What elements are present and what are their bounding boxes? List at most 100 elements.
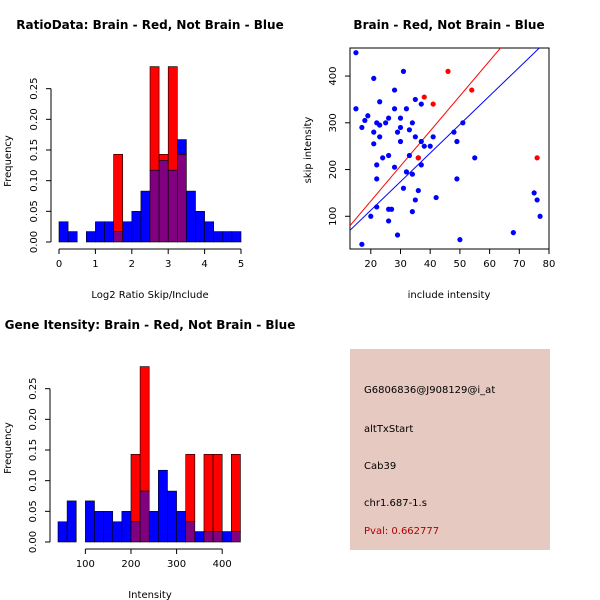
scatter-x-tick-label: 20 — [364, 259, 377, 270]
scatter-point-brain — [445, 68, 451, 74]
ratio-chart-title: RatioData: Brain - Red, Not Brain - Blue — [16, 18, 283, 32]
scatter-point-not-brain — [400, 185, 407, 191]
intensity-bar-overlap — [231, 531, 241, 543]
scatter-point-not-brain — [383, 120, 389, 126]
ratio-bar-overlap — [149, 169, 160, 243]
scatter-point-not-brain — [386, 206, 392, 212]
scatter-point-not-brain — [397, 124, 404, 131]
ratio-x-axis-label: Log2 Ratio Skip/Include — [91, 290, 208, 301]
scatter-point-not-brain — [394, 232, 401, 238]
ratio-x-tick-label: 3 — [165, 259, 171, 270]
scatter-point-not-brain — [409, 171, 415, 177]
scatter-point-not-brain — [510, 230, 516, 236]
intensity-bar-overlap — [212, 531, 223, 543]
scatter-point-not-brain — [380, 155, 386, 161]
ratio-bar-overlap — [113, 231, 123, 243]
scatter-point-brain — [415, 155, 421, 161]
intensity-bar-not-brain — [66, 500, 77, 543]
intensity-bar-not-brain — [158, 469, 168, 543]
ratio-axes: 0 1 2 3 4 5 0.00 0.05 0.10 0.15 0.20 0.25 — [29, 78, 244, 270]
intensity-bar-brain — [203, 453, 214, 532]
scatter-y-tick-label: 200 — [328, 160, 339, 179]
intensity-bar-overlap — [203, 531, 214, 543]
scatter-panel: Brain - Red, Not Brain - Blue include in… — [303, 18, 555, 301]
scatter-point-brain — [534, 155, 540, 161]
scatter-y-tick-label: 400 — [328, 66, 339, 85]
scatter-point-brain — [421, 94, 427, 100]
scatter-point-not-brain — [377, 99, 383, 105]
scatter-point-not-brain — [406, 152, 413, 159]
pval-text: Pval: 0.662777 — [364, 526, 440, 537]
scatter-point-not-brain — [371, 129, 377, 135]
scatter-point-not-brain — [377, 122, 383, 128]
ratio-bar-not-brain — [104, 221, 114, 243]
intensity-bar-brain — [139, 366, 150, 492]
intensity-bar-not-brain — [148, 511, 159, 543]
scatter-point-brain — [430, 101, 436, 107]
scatter-point-not-brain — [403, 169, 410, 175]
ratio-bar-brain — [167, 66, 178, 171]
scatter-point-not-brain — [386, 152, 392, 159]
scatter-points — [353, 50, 543, 247]
intensity-x-tick-label: 200 — [121, 559, 140, 570]
intensity-bar-not-brain — [103, 511, 114, 543]
scatter-point-not-brain — [397, 115, 404, 121]
scatter-point-not-brain — [454, 176, 460, 182]
ratio-bar-brain — [149, 66, 160, 171]
intensity-bar-not-brain — [85, 500, 95, 543]
ratio-y-tick-label: 0.05 — [29, 200, 40, 222]
scatter-point-not-brain — [427, 143, 433, 149]
ratio-bar-not-brain — [140, 190, 151, 243]
scatter-point-not-brain — [534, 197, 540, 203]
scatter-point-not-brain — [403, 106, 410, 112]
ratio-histogram-panel: RatioData: Brain - Red, Not Brain - Blue… — [3, 18, 284, 301]
intensity-x-tick-label: 100 — [76, 559, 95, 570]
intensity-bar-not-brain — [112, 521, 123, 543]
ratio-y-tick-label: 0.20 — [29, 108, 40, 130]
ratio-bar-overlap — [177, 153, 187, 243]
scatter-point-not-brain — [409, 209, 415, 215]
scatter-fit-line-not-brain — [350, 48, 541, 231]
scatter-point-not-brain — [394, 129, 401, 135]
scatter-point-not-brain — [430, 134, 436, 140]
intensity-bar-not-brain — [176, 511, 187, 543]
scatter-point-not-brain — [353, 50, 359, 56]
ratio-bar-not-brain — [204, 221, 215, 243]
ratio-bar-not-brain — [122, 221, 133, 243]
scatter-point-not-brain — [391, 87, 398, 93]
ratio-bar-overlap — [158, 160, 169, 243]
scatter-point-not-brain — [418, 162, 424, 168]
intensity-bars — [57, 366, 241, 543]
ratio-bar-not-brain — [131, 211, 142, 243]
scatter-point-not-brain — [377, 134, 383, 140]
probe-id-text: G6806836@J908129@i_at — [364, 385, 496, 396]
scatter-x-tick-label: 70 — [513, 259, 526, 270]
ratio-y-tick-label: 0.15 — [29, 139, 40, 161]
ratio-y-tick-label: 0.00 — [29, 231, 40, 253]
scatter-point-not-brain — [531, 190, 537, 196]
event-type-text: altTxStart — [364, 424, 414, 435]
scatter-point-not-brain — [409, 120, 415, 126]
ratio-bar-brain — [113, 153, 123, 232]
ratio-bar-overlap — [167, 169, 178, 243]
ratio-bar-brain — [158, 153, 169, 161]
ratio-bar-not-brain — [95, 221, 105, 243]
scatter-point-not-brain — [400, 68, 407, 74]
scatter-point-not-brain — [418, 138, 424, 145]
scatter-y-tick-label: 100 — [328, 207, 339, 226]
scatter-point-not-brain — [391, 164, 398, 170]
ratio-bar-not-brain — [186, 190, 196, 243]
scatter-point-not-brain — [359, 124, 365, 131]
scatter-chart-title: Brain - Red, Not Brain - Blue — [353, 18, 544, 32]
ratio-y-axis-label: Frequency — [3, 135, 14, 187]
ratio-x-tick-label: 5 — [238, 259, 244, 270]
scatter-axes: 20 30 40 50 60 70 80 100 200 300 400 — [328, 66, 555, 270]
scatter-point-not-brain — [374, 162, 380, 168]
scatter-x-axis-label: include intensity — [408, 290, 491, 301]
intensity-x-tick-label: 300 — [167, 559, 186, 570]
scatter-x-tick-label: 80 — [543, 259, 556, 270]
location-text: chr1.687-1.s — [364, 498, 427, 509]
ratio-bar-not-brain — [213, 231, 224, 243]
intensity-axes: 100 200 300 400 0.00 0.05 0.10 0.15 0.20 0.25 — [28, 378, 232, 570]
